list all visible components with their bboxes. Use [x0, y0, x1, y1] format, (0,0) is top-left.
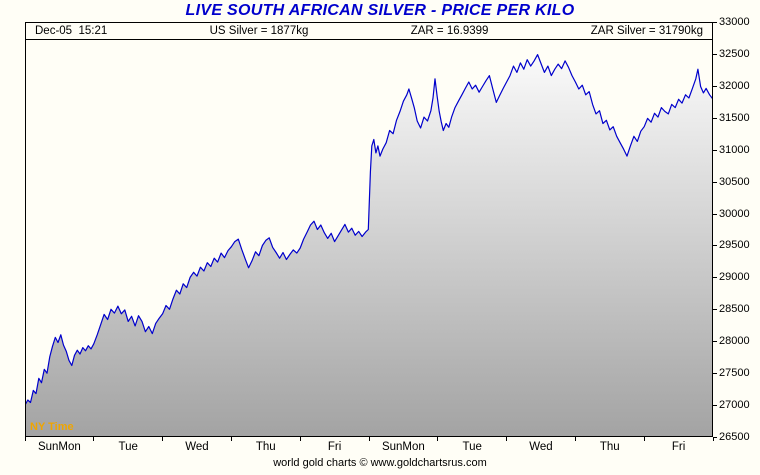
x-axis-day-label: Tue — [462, 441, 482, 453]
quote-bar: Dec-05 15:21 US Silver = 1877kg ZAR = 16… — [25, 22, 713, 40]
y-axis-tick — [713, 373, 717, 375]
price-line — [25, 54, 713, 406]
x-axis-day-label: Thu — [599, 441, 620, 453]
y-axis-tick — [713, 405, 717, 407]
y-axis-tick-label: 32000 — [719, 79, 750, 92]
price-chart-plot — [25, 22, 713, 437]
y-axis-tick — [713, 245, 717, 247]
x-axis-tick — [93, 437, 95, 441]
y-axis-tick — [713, 85, 717, 87]
x-axis-day-label: SunMon — [381, 441, 425, 453]
price-area-fill — [25, 54, 713, 437]
x-axis-day-label: Wed — [529, 441, 553, 453]
x-axis-tick — [574, 437, 576, 441]
y-axis-tick-label: 31000 — [719, 143, 750, 156]
y-axis-tick-label: 32500 — [719, 47, 750, 60]
x-axis-tick — [506, 437, 508, 441]
y-axis-tick — [713, 341, 717, 343]
y-axis-tick-label: 28500 — [719, 303, 750, 316]
x-axis-tick — [162, 437, 164, 441]
timezone-label: NY Time — [30, 421, 74, 433]
y-axis-tick-label: 27500 — [719, 367, 750, 380]
y-axis-tick-label: 29500 — [719, 239, 750, 252]
y-axis-tick — [713, 277, 717, 279]
y-axis-tick — [713, 117, 717, 119]
y-axis-tick-label: 29000 — [719, 271, 750, 284]
quote-us-silver: US Silver = 1877kg — [209, 24, 309, 37]
x-axis-tick — [712, 437, 714, 441]
y-axis-tick — [713, 437, 717, 438]
x-axis-day-label: Thu — [255, 441, 276, 453]
y-axis-tick — [713, 22, 717, 23]
x-axis-tick — [24, 437, 26, 441]
x-axis-day-label: Wed — [185, 441, 209, 453]
y-axis-tick-label: 30000 — [719, 207, 750, 220]
y-axis-tick — [713, 53, 717, 55]
y-axis-tick — [713, 213, 717, 215]
x-axis-tick — [299, 437, 301, 441]
page-title: LIVE SOUTH AFRICAN SILVER - PRICE PER KI… — [185, 2, 575, 19]
y-axis-tick-label: 30500 — [719, 175, 750, 188]
x-axis-tick — [437, 437, 439, 441]
x-axis-day-label: Fri — [671, 441, 686, 453]
y-axis-tick — [713, 309, 717, 311]
y-axis-tick-label: 27000 — [719, 399, 750, 412]
y-axis-tick-label: 28000 — [719, 335, 750, 348]
x-axis-tick — [368, 437, 370, 441]
quote-zar-rate: ZAR = 16.9399 — [410, 24, 489, 37]
plot-border — [25, 22, 713, 437]
y-axis-tick — [713, 149, 717, 151]
y-axis-tick — [713, 181, 717, 183]
x-axis-tick — [230, 437, 232, 441]
x-axis-tick — [643, 437, 645, 441]
y-axis-tick-label: 31500 — [719, 111, 750, 124]
copyright-text: world gold charts © www.goldchartsrus.co… — [273, 457, 487, 469]
quote-datetime: Dec-05 15:21 — [35, 24, 108, 37]
x-axis-day-label: Tue — [118, 441, 138, 453]
y-axis-tick-label: 26500 — [719, 431, 750, 443]
x-axis-day-label: Fri — [327, 441, 342, 453]
x-axis-day-label: SunMon — [37, 441, 81, 453]
quote-zar-silver: ZAR Silver = 31790kg — [590, 24, 703, 37]
